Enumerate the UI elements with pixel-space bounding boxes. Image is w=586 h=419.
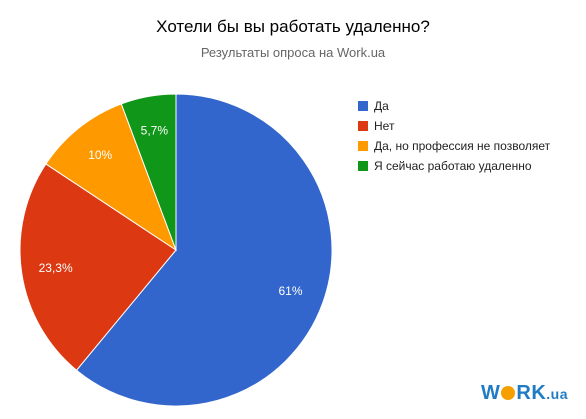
legend-label-2: Да, но профессия не позволяет <box>374 139 551 153</box>
legend-label-1: Нет <box>374 119 395 133</box>
legend-swatch-2 <box>358 141 368 151</box>
legend-item-3: Я сейчас работаю удаленно <box>358 156 550 176</box>
logo-o-dot <box>501 386 516 400</box>
chart-subtitle: Результаты опроса на Work.ua <box>200 45 386 60</box>
pie-slice-3 <box>120 93 177 251</box>
legend-item-1: Нет <box>358 116 550 136</box>
pie-slice-label-2: 10% <box>88 148 112 162</box>
legend-label-0: Да <box>374 99 389 113</box>
legend-swatch-0 <box>358 101 368 111</box>
legend-item-2: Да, но профессия не позволяет <box>358 136 550 156</box>
legend-label-3: Я сейчас работаю удаленно <box>374 159 532 173</box>
legend-item-0: Да <box>358 96 550 116</box>
work-ua-logo: W RK.ua <box>480 382 568 404</box>
pie-slice-0 <box>75 93 333 407</box>
pie-slice-label-0: 61% <box>278 284 302 298</box>
pie-slice-2 <box>45 103 178 252</box>
chart-legend: Да Нет Да, но профессия не позволяет Я сейч… <box>358 96 550 176</box>
pie-slice-label-3: 5,7% <box>141 123 169 137</box>
pie-slice-label-1: 23,3% <box>39 261 73 275</box>
legend-swatch-3 <box>358 161 368 171</box>
chart-title: Хотели бы вы работать удаленно? <box>156 17 430 36</box>
legend-swatch-1 <box>358 121 368 131</box>
pie-slice-1 <box>19 163 177 371</box>
